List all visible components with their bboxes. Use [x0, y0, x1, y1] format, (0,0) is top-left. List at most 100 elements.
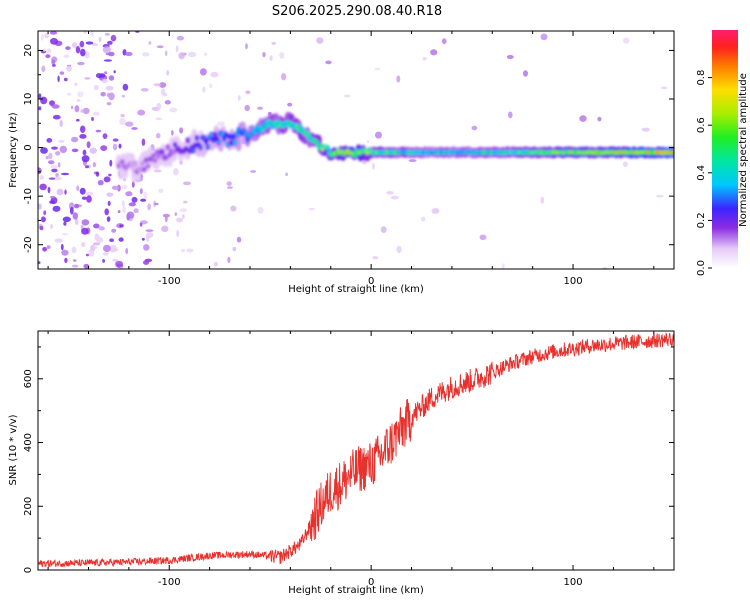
snr-ticks: -100 0 100 0 200 400 600 — [23, 331, 674, 588]
noise-blob — [95, 171, 100, 177]
ridge-core — [164, 156, 168, 160]
noise-blob — [661, 86, 668, 90]
noise-blob — [161, 225, 169, 232]
noise-blob — [122, 83, 129, 91]
noise-blob — [169, 107, 178, 113]
noise-blob — [203, 52, 208, 56]
noise-blob — [154, 202, 159, 206]
noise-blob — [120, 113, 125, 118]
ridge-core — [160, 150, 164, 154]
noise-blob — [119, 118, 126, 126]
ridge-core — [206, 145, 210, 149]
noise-blob — [226, 181, 232, 187]
noise-blob — [103, 59, 112, 62]
noise-blob — [139, 222, 143, 227]
spectrogram-heatmap — [38, 31, 674, 269]
ridge-mid — [352, 152, 358, 158]
noise-blob — [47, 186, 51, 194]
noise-blob — [66, 65, 72, 72]
noise-blob — [106, 192, 114, 197]
ridge-mid — [192, 142, 198, 149]
noise-blob — [236, 236, 242, 243]
noise-blob — [74, 105, 80, 113]
noise-blob — [287, 102, 293, 107]
noise-blob — [164, 214, 168, 223]
noise-blob — [104, 71, 108, 75]
ridge-core — [146, 164, 150, 168]
ridge-core — [153, 159, 157, 162]
noise-blob — [281, 73, 287, 81]
ridge-core — [235, 133, 239, 136]
noise-blob — [422, 56, 427, 61]
noise-blob — [71, 42, 78, 48]
noise-blob — [48, 177, 56, 180]
noise-blob — [64, 257, 68, 263]
noise-blob — [59, 119, 63, 128]
noise-blob — [622, 161, 628, 168]
ridge-mid — [129, 160, 134, 168]
noise-blob — [107, 40, 113, 45]
noise-blob — [102, 133, 108, 140]
noise-blob — [39, 225, 44, 231]
noise-blob — [81, 241, 86, 248]
spectrogram-xlabel: Height of straight line (km) — [288, 284, 424, 295]
colorbar-tick-label: 0.0 — [696, 260, 707, 276]
noise-blob — [82, 107, 90, 115]
ridge-mid — [203, 138, 209, 145]
noise-blob — [396, 245, 402, 254]
noise-blob — [200, 68, 207, 76]
noise-blob — [52, 205, 61, 212]
noise-blob — [84, 77, 91, 80]
noise-blob — [187, 51, 197, 58]
noise-blob — [45, 54, 51, 59]
ridge-core — [144, 158, 148, 162]
noise-blob — [49, 195, 56, 199]
noise-blob — [108, 92, 115, 101]
noise-blob — [479, 234, 487, 241]
noise-blob — [82, 149, 87, 156]
noise-blob — [153, 169, 162, 173]
noise-blob — [119, 224, 124, 227]
ridge-halo — [235, 135, 242, 152]
noise-blob — [44, 33, 49, 39]
ridge-core — [142, 168, 146, 171]
noise-blob — [79, 134, 87, 139]
noise-blob — [42, 247, 47, 252]
spectrogram-noise — [38, 31, 668, 269]
noise-blob — [147, 203, 151, 211]
ridge-mid — [210, 136, 216, 143]
noise-blob — [83, 263, 90, 269]
ridge-mid — [138, 166, 144, 173]
noise-blob — [113, 70, 116, 74]
noise-blob — [72, 259, 77, 262]
noise-blob — [372, 162, 375, 170]
noise-blob — [141, 237, 145, 241]
x-tick-label: -100 — [158, 276, 181, 287]
snr-x-tick-label: 0 — [368, 577, 374, 588]
noise-blob — [111, 228, 117, 233]
noise-blob — [162, 92, 168, 97]
ridge-core — [306, 132, 310, 136]
snr-y-tick-label: 600 — [23, 369, 34, 388]
noise-blob — [105, 85, 114, 91]
noise-blob — [262, 51, 266, 58]
noise-blob — [58, 162, 61, 168]
noise-blob — [540, 196, 545, 204]
noise-blob — [48, 152, 53, 160]
figure-title: S206.2025.290.08.40.R18 — [272, 4, 442, 19]
noise-blob — [39, 175, 44, 180]
noise-blob — [51, 146, 58, 150]
noise-blob — [175, 45, 179, 53]
noise-blob — [38, 261, 41, 265]
noise-blob — [52, 114, 61, 120]
noise-blob — [77, 61, 85, 66]
noise-blob — [179, 127, 184, 134]
noise-blob — [49, 100, 55, 106]
noise-blob — [126, 211, 135, 219]
noise-blob — [80, 109, 84, 113]
noise-blob — [89, 147, 97, 154]
ridge-core — [140, 162, 144, 165]
noise-blob — [53, 176, 62, 181]
